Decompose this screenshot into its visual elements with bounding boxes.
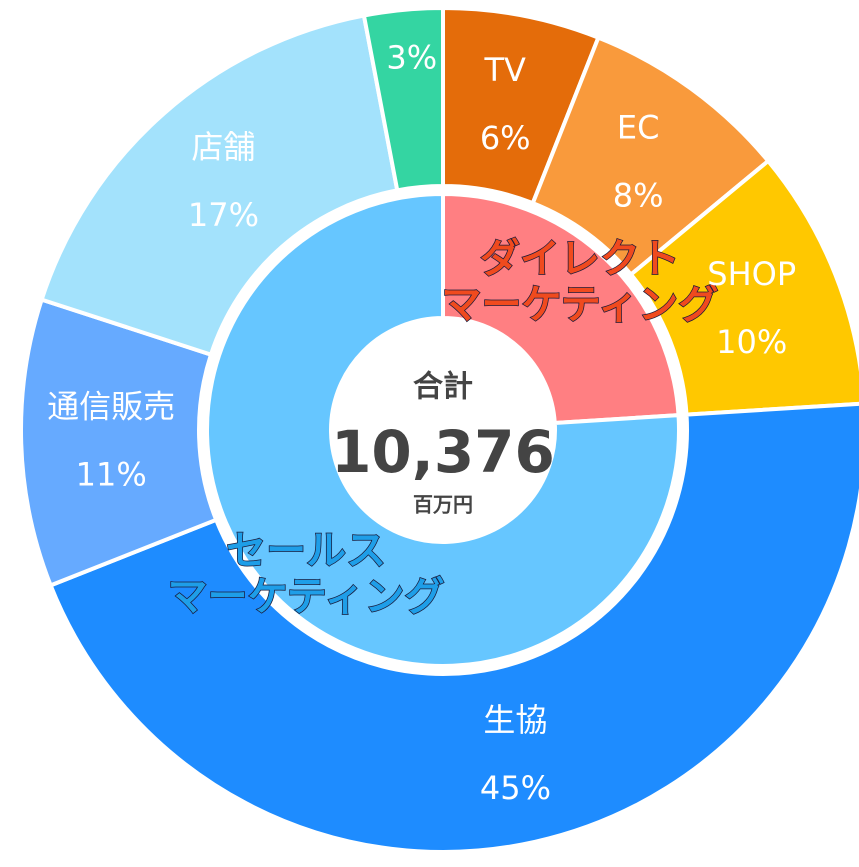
donut-segment [48, 401, 859, 854]
segment-percent: 17% [188, 196, 259, 234]
segment-label: 通信販売 [47, 387, 175, 425]
donut-segment [441, 191, 681, 426]
donut-segment [628, 158, 859, 417]
donut-segment [361, 5, 445, 193]
segment-label: TV [483, 51, 526, 89]
segment-label: 店舗 [191, 128, 255, 166]
donut-segment [39, 13, 400, 358]
donut-segment [205, 191, 681, 668]
segment-percent: 11% [76, 455, 147, 493]
segment-label: セールスマーケティング [168, 528, 445, 620]
segment-percent: 10% [716, 323, 787, 361]
segment-percent: 3% [386, 38, 437, 76]
center-total: 10,376 [331, 418, 555, 486]
segment-label: SHOP [707, 255, 796, 293]
segment-percent: 8% [613, 176, 664, 214]
donut-segment [19, 297, 219, 588]
segment-percent: 45% [480, 769, 551, 807]
segment-label: 生協 [483, 701, 547, 739]
segment-label: ダイレクトマーケティング [442, 236, 719, 328]
center-unit: 百万円 [413, 493, 473, 517]
center-title: 合計 [413, 370, 473, 405]
segment-label: EC [617, 108, 660, 146]
segment-percent: 6% [480, 119, 531, 157]
center-hole [335, 322, 551, 538]
